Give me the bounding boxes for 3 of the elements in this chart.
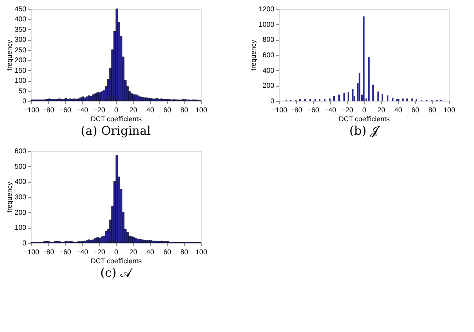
text: (b) 𝒥 bbox=[350, 124, 382, 138]
text: (a) Original bbox=[81, 124, 152, 138]
text: (c) 𝒜 bbox=[100, 266, 134, 280]
